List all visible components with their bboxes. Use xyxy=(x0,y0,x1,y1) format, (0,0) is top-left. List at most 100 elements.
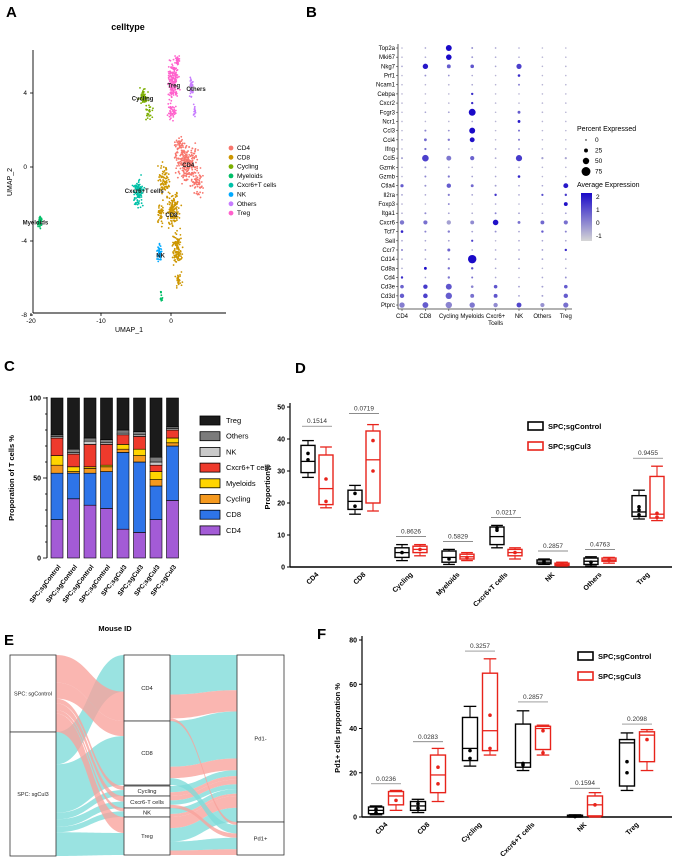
svg-text:Nkg7: Nkg7 xyxy=(381,64,396,70)
svg-text:Myeloids: Myeloids xyxy=(226,479,256,488)
svg-text:Foxp3: Foxp3 xyxy=(378,202,395,208)
svg-text:Proporation of T cells %: Proporation of T cells % xyxy=(7,435,16,521)
svg-text:0.0719: 0.0719 xyxy=(354,405,374,412)
svg-text:CD8: CD8 xyxy=(165,213,178,219)
svg-text:0.2857: 0.2857 xyxy=(543,543,563,550)
svg-text:CD4: CD4 xyxy=(375,821,390,836)
svg-text:Cxcr6+: Cxcr6+ xyxy=(486,314,506,320)
svg-text:Myeloids: Myeloids xyxy=(435,571,461,597)
svg-text:0.8626: 0.8626 xyxy=(401,529,421,536)
svg-text:CD4: CD4 xyxy=(141,686,153,692)
svg-text:NK: NK xyxy=(576,821,588,833)
svg-text:SPC: sgCul3: SPC: sgCul3 xyxy=(17,792,49,798)
svg-text:Cxcr2: Cxcr2 xyxy=(379,101,395,107)
svg-text:Cycling: Cycling xyxy=(461,821,484,844)
panel-label-f: F xyxy=(317,626,327,643)
svg-text:NK: NK xyxy=(237,192,247,199)
svg-text:Cxcr6+T cells: Cxcr6+T cells xyxy=(125,189,165,195)
proportion-boxplot-chart: 0 10 20 30 40 50 0.1514 CD4 0.0719 CD8 0.8626 Cycli… xyxy=(263,403,672,608)
svg-text:20: 20 xyxy=(349,770,357,777)
svg-text:Il2ra: Il2ra xyxy=(383,193,395,199)
svg-text:Cebpa: Cebpa xyxy=(377,92,395,98)
svg-text:Ncr1: Ncr1 xyxy=(382,119,395,125)
svg-text:SPC;sgCul3: SPC;sgCul3 xyxy=(598,672,641,681)
svg-text:Tcells: Tcells xyxy=(488,321,503,327)
svg-text:Fcgr3: Fcgr3 xyxy=(380,110,396,116)
svg-text:10: 10 xyxy=(277,533,285,540)
svg-text:0: 0 xyxy=(595,137,599,144)
svg-text:CD4: CD4 xyxy=(237,145,250,152)
svg-text:CD4: CD4 xyxy=(306,571,321,586)
svg-text:0: 0 xyxy=(596,220,600,227)
svg-text:Sell: Sell xyxy=(385,239,395,245)
svg-text:Others: Others xyxy=(237,201,257,208)
svg-text:Others: Others xyxy=(186,87,206,93)
svg-text:30: 30 xyxy=(277,469,285,476)
svg-text:Proportion%: Proportion% xyxy=(263,464,272,509)
svg-text:4: 4 xyxy=(23,90,27,97)
svg-text:-20: -20 xyxy=(26,318,36,325)
svg-text:Mouse ID: Mouse ID xyxy=(98,624,132,633)
svg-text:Tcf7: Tcf7 xyxy=(384,230,396,236)
stacked-bar-chart: 050100SPC;sgControlSPC;sgControlSPC;sgCo… xyxy=(7,396,272,634)
svg-text:CD8: CD8 xyxy=(141,751,153,757)
svg-text:Gzmk: Gzmk xyxy=(379,165,396,171)
svg-text:2: 2 xyxy=(596,194,600,201)
svg-text:Cycling: Cycling xyxy=(137,789,156,795)
svg-text:Cycling: Cycling xyxy=(226,495,251,504)
svg-text:Treg: Treg xyxy=(226,416,241,425)
svg-text:0: 0 xyxy=(23,164,27,171)
svg-text:-4: -4 xyxy=(21,238,27,245)
svg-text:Treg: Treg xyxy=(141,834,153,840)
svg-text:Ctla4: Ctla4 xyxy=(381,184,396,190)
svg-text:0.9455: 0.9455 xyxy=(638,450,658,457)
svg-text:50: 50 xyxy=(277,405,285,412)
svg-text:Cd3d: Cd3d xyxy=(381,294,395,300)
svg-text:Treg: Treg xyxy=(636,571,651,586)
svg-text:Ptprc: Ptprc xyxy=(381,303,395,309)
svg-text:Cxcr6+T cells: Cxcr6+T cells xyxy=(499,821,536,858)
svg-text:0.0236: 0.0236 xyxy=(376,776,396,783)
svg-text:Itga1: Itga1 xyxy=(382,211,396,217)
svg-text:0: 0 xyxy=(353,815,357,822)
svg-text:Cd4: Cd4 xyxy=(384,276,396,282)
svg-text:75: 75 xyxy=(595,169,603,176)
svg-text:25: 25 xyxy=(595,148,603,155)
svg-text:Pd1-: Pd1- xyxy=(254,737,266,743)
svg-text:Cycling: Cycling xyxy=(439,314,459,320)
svg-text:100: 100 xyxy=(29,396,41,403)
svg-text:Top2a: Top2a xyxy=(379,46,396,52)
svg-text:Cxcr6: Cxcr6 xyxy=(379,220,395,226)
svg-text:NK: NK xyxy=(143,811,151,817)
svg-text:0: 0 xyxy=(169,318,173,325)
svg-text:60: 60 xyxy=(349,682,357,689)
svg-text:Cycling: Cycling xyxy=(392,571,415,594)
svg-text:Myeloids: Myeloids xyxy=(460,314,484,320)
svg-text:Others: Others xyxy=(533,314,551,320)
svg-text:Prf1: Prf1 xyxy=(384,74,396,80)
svg-text:CD8: CD8 xyxy=(417,821,432,836)
svg-text:NK: NK xyxy=(226,447,236,456)
svg-text:Cycling: Cycling xyxy=(237,164,259,171)
umap-scatter-chart: celltype CD4 CD8 Cycling Myeloids Cxcr6+T cel… xyxy=(7,22,277,334)
svg-text:Ncam1: Ncam1 xyxy=(376,83,396,89)
svg-text:0.5829: 0.5829 xyxy=(448,533,468,540)
svg-text:SPC;sgControl: SPC;sgControl xyxy=(548,422,601,431)
svg-text:CD8: CD8 xyxy=(419,314,432,320)
svg-text:Cxcr6+T cells: Cxcr6+T cells xyxy=(226,463,272,472)
svg-text:0.1594: 0.1594 xyxy=(575,780,595,787)
svg-text:Ccl4: Ccl4 xyxy=(383,138,396,144)
panel-label-a: A xyxy=(6,4,17,21)
svg-text:Ccr7: Ccr7 xyxy=(382,248,395,254)
svg-text:Gzmb: Gzmb xyxy=(379,175,396,181)
svg-text:NK: NK xyxy=(156,254,165,260)
svg-text:celltype: celltype xyxy=(111,22,145,32)
svg-text:1: 1 xyxy=(596,207,600,214)
svg-text:Mki67: Mki67 xyxy=(379,55,396,61)
svg-text:Cd3e: Cd3e xyxy=(381,285,396,291)
svg-text:Myeloids: Myeloids xyxy=(237,173,263,180)
svg-text:40: 40 xyxy=(349,726,357,733)
svg-text:Treg: Treg xyxy=(168,83,181,89)
svg-text:Cxcr6+T cells: Cxcr6+T cells xyxy=(237,182,277,189)
